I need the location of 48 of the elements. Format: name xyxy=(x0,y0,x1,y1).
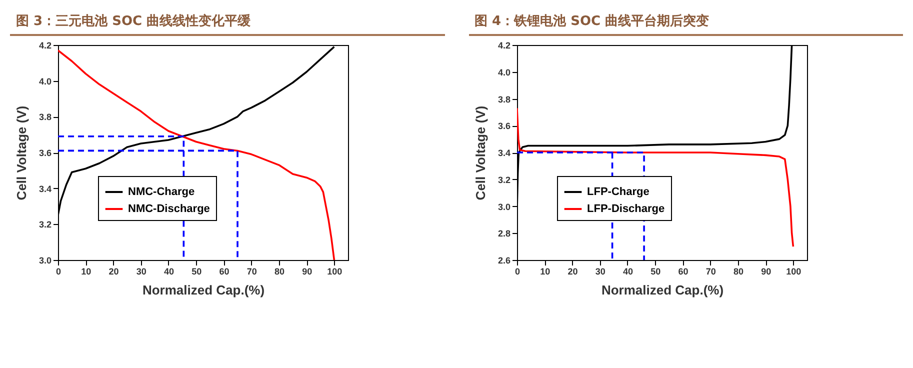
y-tick-label: 3.4 xyxy=(497,148,510,158)
x-axis-title: Normalized Cap.(%) xyxy=(600,282,724,298)
legend-label: NMC-Charge xyxy=(128,186,195,198)
y-axis-title: Cell Voltage (V) xyxy=(14,106,29,200)
x-tick-label: 40 xyxy=(622,266,632,276)
y-tick-label: 4.2 xyxy=(497,40,510,50)
x-tick-label: 30 xyxy=(136,266,146,276)
y-tick-label: 3.6 xyxy=(497,121,510,132)
y-tick-label: 2.6 xyxy=(497,256,510,266)
x-tick-label: 70 xyxy=(705,266,716,276)
x-tick-label: 0 xyxy=(514,266,520,276)
x-tick-label: 50 xyxy=(192,266,202,276)
y-tick-label: 3.0 xyxy=(38,256,52,266)
y-tick-label: 3.8 xyxy=(497,94,510,104)
y-tick-label: 4.2 xyxy=(38,40,52,50)
y-tick-label: 3.8 xyxy=(38,112,52,122)
x-tick-label: 90 xyxy=(760,266,771,276)
chart-title: 图 3：三元电池 SOC 曲线线性变化平缓 xyxy=(10,8,444,36)
x-tick-label: 10 xyxy=(81,266,92,276)
x-tick-label: 100 xyxy=(327,266,342,276)
x-tick-label: 60 xyxy=(219,266,230,276)
x-tick-label: 0 xyxy=(56,266,62,276)
x-tick-label: 50 xyxy=(650,266,660,276)
x-tick-label: 80 xyxy=(732,266,743,276)
x-tick-label: 30 xyxy=(594,266,605,276)
legend-label: NMC-Discharge xyxy=(128,203,210,215)
x-tick-label: 10 xyxy=(540,266,550,276)
y-tick-label: 4.0 xyxy=(38,76,52,86)
x-tick-label: 100 xyxy=(786,266,801,276)
y-tick-label: 2.8 xyxy=(497,228,510,239)
x-tick-label: 40 xyxy=(164,266,174,276)
x-tick-label: 80 xyxy=(274,266,284,276)
y-tick-label: 3.2 xyxy=(497,174,510,185)
y-tick-label: 3.4 xyxy=(38,184,52,194)
y-tick-label: 4.0 xyxy=(497,67,510,78)
legend-label: LFP-Charge xyxy=(586,186,649,198)
x-tick-label: 20 xyxy=(567,266,578,276)
x-tick-label: 20 xyxy=(108,266,119,276)
chart-title: 图 4：铁锂电池 SOC 曲线平台期后突变 xyxy=(468,8,903,36)
y-axis-title: Cell Voltage (V) xyxy=(472,106,488,200)
legend-label: LFP-Discharge xyxy=(586,203,664,215)
x-tick-label: 90 xyxy=(302,266,312,276)
x-axis-title: Normalized Cap.(%) xyxy=(142,282,265,298)
x-tick-label: 70 xyxy=(246,266,257,276)
y-tick-label: 3.2 xyxy=(38,220,52,230)
y-tick-label: 3.6 xyxy=(38,148,52,158)
y-tick-label: 3.0 xyxy=(497,202,510,212)
x-tick-label: 60 xyxy=(678,266,688,276)
